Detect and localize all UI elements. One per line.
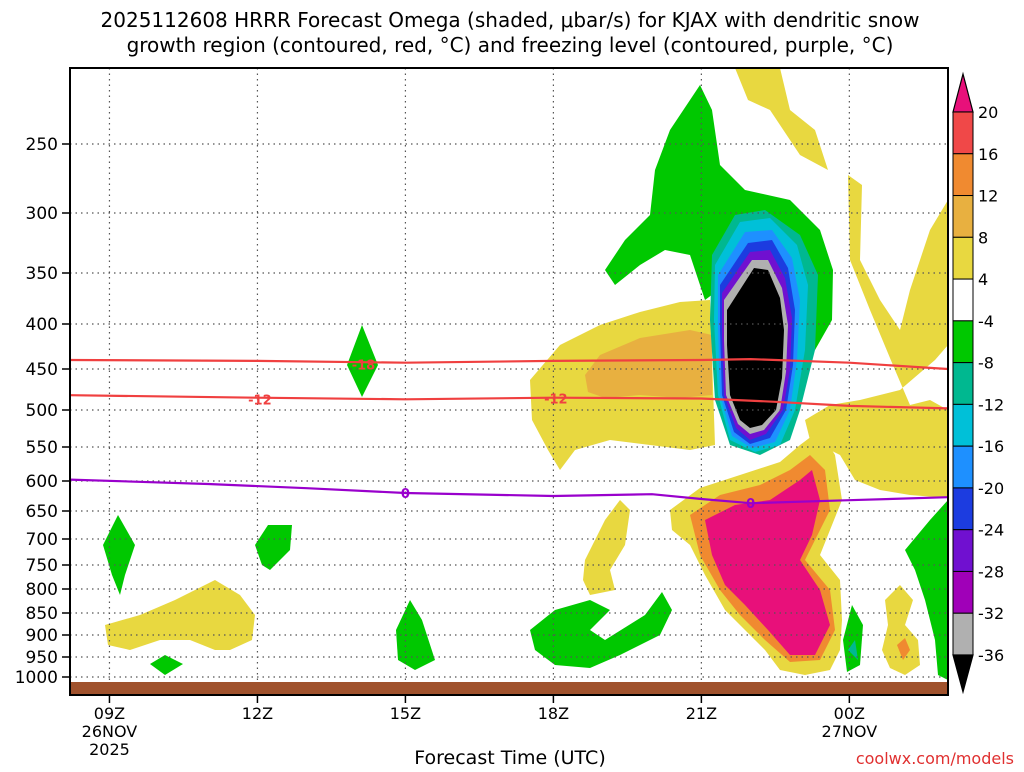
colorbar-label: -16	[978, 437, 1004, 456]
y-tick-label: 250	[26, 135, 58, 155]
y-tick-label: 350	[26, 264, 58, 284]
chart-title-line1: 2025112608 HRRR Forecast Omega (shaded, …	[101, 8, 920, 32]
y-tick-label: 600	[26, 472, 58, 492]
omega-area-cyan-right-small	[848, 640, 858, 660]
contour-freezing-level	[69, 478, 949, 505]
contour-dgz-minus12	[69, 394, 949, 410]
colorbar-label: -28	[978, 562, 1004, 581]
x-tick-label: 00Z	[834, 704, 865, 723]
omega-area-orange-small-right	[897, 638, 910, 660]
x-tick-year: 2025	[89, 740, 130, 759]
colorbar-bottom-arrow	[952, 654, 974, 695]
y-tick-label: 300	[26, 204, 58, 224]
colorbar-bin	[952, 195, 974, 238]
omega-area-green-small-mid	[347, 325, 378, 397]
omega-area-yellow-mid-low	[583, 500, 630, 595]
omega-area-green-left-bottom	[150, 655, 183, 675]
x-tick-label: 12Z	[242, 704, 273, 723]
omega-area-yellow-right	[805, 175, 948, 498]
colorbar: 20 16 12 8 4 -4 -8 -12 -16 -20 -24 -28 -32 -36	[952, 71, 1004, 695]
colorbar-bin	[952, 403, 974, 447]
colorbar-bin	[952, 111, 974, 155]
x-tick-date: 26NOV	[82, 722, 138, 741]
colorbar-bin	[952, 612, 974, 656]
colorbar-bin	[952, 362, 974, 405]
omega-area-green-right-edge	[905, 500, 948, 680]
y-tick-label: 950	[26, 648, 58, 668]
omega-area-green-right-small	[843, 605, 863, 672]
omega-area-yellow-left-low	[105, 580, 255, 650]
contour-labels: -18 -12 -12 0 0	[248, 359, 755, 513]
colorbar-label: -8	[978, 354, 994, 373]
credit-text: coolwx.com/models	[856, 749, 1014, 768]
y-tick-label: 1000	[15, 668, 58, 688]
x-tick-label: 09Z	[94, 704, 125, 723]
omega-area-green-18z	[530, 592, 672, 668]
contour-label: -18	[352, 359, 376, 374]
colorbar-label: 16	[978, 145, 998, 164]
y-axis-ticks: 2503003504004505005506006507007508008509…	[15, 135, 70, 688]
chart-title-line2: growth region (contoured, red, °C) and f…	[127, 33, 894, 57]
x-tick-date: 27NOV	[822, 722, 878, 741]
grid-lines	[70, 68, 948, 695]
contour-label: -12	[544, 393, 568, 408]
colorbar-label: -36	[978, 646, 1004, 665]
omega-area-green-left-12z	[255, 525, 292, 570]
colorbar-label: 12	[978, 187, 998, 206]
colorbar-label: 8	[978, 228, 988, 247]
contour-lines	[69, 357, 949, 505]
omega-area-green-left-low	[103, 515, 135, 595]
y-tick-label: 400	[26, 315, 58, 335]
ground-surface	[70, 682, 948, 695]
colorbar-label: -20	[978, 479, 1004, 498]
contour-label: -12	[248, 393, 272, 408]
x-tick-label: 15Z	[390, 704, 421, 723]
contour-label: 0	[746, 497, 755, 512]
colorbar-label: -4	[978, 312, 994, 331]
colorbar-label: -24	[978, 521, 1004, 540]
omega-area-orange-mid	[585, 330, 712, 398]
plot-frame	[69, 67, 949, 696]
contour-dgz-minus18	[69, 357, 949, 371]
colorbar-bin	[952, 529, 974, 572]
colorbar-bin	[952, 153, 974, 197]
colorbar-label: 4	[978, 270, 988, 289]
y-tick-label: 700	[26, 530, 58, 550]
contour-label: 0	[401, 487, 410, 502]
omega-shading	[103, 68, 948, 680]
omega-area-pink-low	[705, 470, 830, 655]
x-tick-label: 18Z	[538, 704, 569, 723]
colorbar-label: -32	[978, 604, 1004, 623]
y-tick-label: 550	[26, 438, 58, 458]
y-tick-label: 650	[26, 502, 58, 522]
y-tick-label: 450	[26, 360, 58, 380]
y-tick-label: 800	[26, 580, 58, 600]
y-tick-label: 750	[26, 556, 58, 576]
colorbar-bin	[952, 236, 974, 280]
x-tick-label: 21Z	[686, 704, 717, 723]
colorbar-bin	[952, 278, 974, 322]
y-tick-label: 500	[26, 401, 58, 421]
colorbar-bin	[952, 570, 974, 614]
omega-area-black-core	[727, 268, 784, 428]
omega-area-yellow-top	[735, 68, 828, 170]
omega-area-yellow-small-right	[882, 585, 920, 675]
colorbar-bin	[952, 487, 974, 531]
x-axis-label: Forecast Time (UTC)	[414, 747, 605, 768]
y-tick-label: 900	[26, 626, 58, 646]
colorbar-bin	[952, 320, 974, 364]
colorbar-label: 20	[978, 103, 998, 122]
colorbar-bin	[952, 445, 974, 489]
colorbar-label: -12	[978, 395, 1004, 414]
y-tick-label: 850	[26, 604, 58, 624]
